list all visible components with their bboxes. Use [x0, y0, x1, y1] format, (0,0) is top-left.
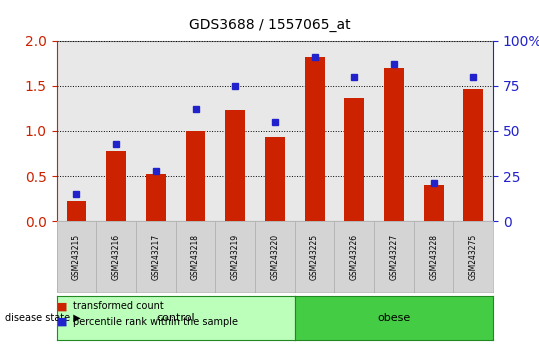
Text: control: control — [156, 313, 195, 323]
Text: GSM243228: GSM243228 — [429, 234, 438, 280]
Text: GDS3688 / 1557065_at: GDS3688 / 1557065_at — [189, 18, 350, 32]
Bar — [344, 98, 364, 221]
Bar — [146, 174, 166, 221]
Text: GSM243218: GSM243218 — [191, 234, 200, 280]
Text: GSM243275: GSM243275 — [469, 234, 478, 280]
Text: GSM243226: GSM243226 — [350, 234, 359, 280]
Text: transformed count: transformed count — [73, 301, 163, 311]
Text: ■: ■ — [57, 317, 67, 327]
Text: GSM243216: GSM243216 — [112, 234, 121, 280]
Bar — [424, 185, 444, 221]
Bar — [265, 137, 285, 221]
Bar — [305, 57, 324, 221]
Text: ■: ■ — [57, 301, 67, 311]
Text: disease state ▶: disease state ▶ — [5, 313, 81, 323]
Text: GSM243217: GSM243217 — [151, 234, 160, 280]
Text: GSM243225: GSM243225 — [310, 234, 319, 280]
Text: percentile rank within the sample: percentile rank within the sample — [73, 317, 238, 327]
Bar — [464, 90, 483, 221]
Bar — [66, 201, 86, 221]
Bar — [225, 110, 245, 221]
Text: GSM243219: GSM243219 — [231, 234, 240, 280]
Text: GSM243220: GSM243220 — [271, 234, 279, 280]
Text: GSM243227: GSM243227 — [390, 234, 398, 280]
Text: GSM243215: GSM243215 — [72, 234, 81, 280]
Bar — [185, 131, 205, 221]
Text: obese: obese — [377, 313, 411, 323]
Bar — [106, 151, 126, 221]
Bar — [384, 68, 404, 221]
